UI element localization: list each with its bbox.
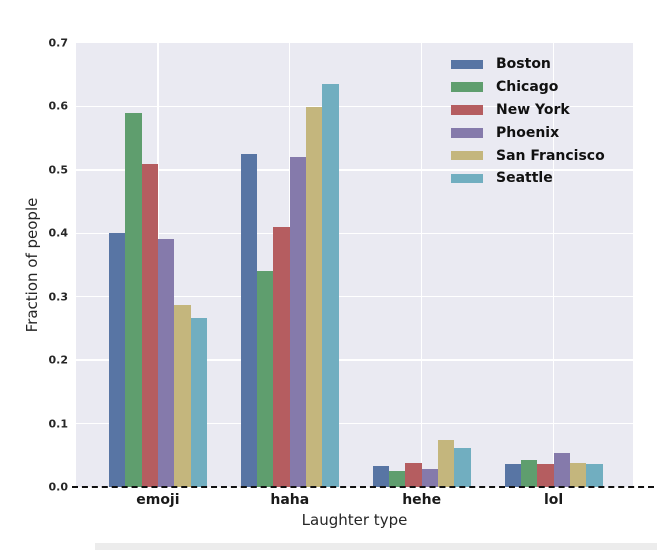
bar-emoji-san-francisco (174, 304, 191, 487)
y-tick-0.7: 0.7 (48, 36, 69, 50)
y-tick-0.4: 0.4 (48, 226, 69, 240)
legend-label-boston: Boston (496, 56, 551, 73)
legend-label-san-francisco: San Francisco (496, 147, 605, 164)
bar-haha-boston (240, 154, 258, 487)
legend-item-chicago: Chicago (451, 76, 605, 99)
x-tick-haha: haha (270, 492, 310, 508)
bar-lol-seattle (586, 463, 603, 487)
bar-haha-phoenix (289, 156, 307, 487)
plot-area (76, 43, 633, 487)
legend-label-new-york: New York (496, 101, 570, 118)
bar-hehe-seattle (454, 448, 471, 487)
bar-emoji-seattle (190, 318, 207, 487)
bottom-strip (95, 543, 657, 550)
bar-lol-new-york (537, 464, 554, 487)
y-tick-0.2: 0.2 (48, 353, 69, 367)
bar-haha-san-francisco (306, 107, 323, 487)
gridline-horizontal-0.4 (76, 232, 633, 234)
legend-swatch-seattle (451, 173, 483, 184)
y-tick-0.3: 0.3 (48, 290, 69, 304)
gridline-horizontal-0.5 (76, 169, 633, 171)
bar-haha-seattle (322, 84, 339, 487)
bar-emoji-boston (108, 232, 126, 487)
x-tick-hehe: hehe (402, 492, 442, 508)
x-axis-label: Laughter type (301, 511, 408, 529)
legend-swatch-phoenix (451, 128, 483, 138)
legend-label-chicago: Chicago (496, 79, 559, 96)
y-tick-0.5: 0.5 (48, 163, 69, 177)
legend-swatch-new-york (451, 105, 483, 115)
bar-emoji-chicago (125, 113, 142, 487)
bar-emoji-new-york (141, 163, 158, 487)
bar-hehe-boston (372, 466, 390, 487)
bar-haha-chicago (257, 271, 274, 487)
gridline-vertical-hehe (421, 43, 423, 487)
bar-hehe-chicago (389, 470, 406, 487)
bar-lol-boston (504, 463, 521, 487)
bar-lol-chicago (520, 460, 538, 487)
legend-swatch-chicago (451, 82, 483, 92)
legend-swatch-san-francisco (451, 150, 483, 161)
x-tick-lol: lol (543, 492, 564, 508)
gridline-horizontal-0.1 (76, 422, 633, 425)
legend-item-san-francisco: San Francisco (451, 144, 605, 167)
legend-item-boston: Boston (451, 53, 605, 76)
legend-label-seattle: Seattle (496, 170, 553, 187)
legend-item-seattle: Seattle (451, 167, 605, 190)
gridline-horizontal-0.3 (76, 296, 633, 298)
x-tick-emoji: emoji (136, 492, 180, 508)
gridline-vertical-lol (552, 43, 555, 487)
y-tick-0.6: 0.6 (48, 99, 69, 113)
legend: Boston Chicago New York Phoenix San Francisc… (451, 53, 605, 190)
legend-label-phoenix: Phoenix (496, 124, 560, 141)
legend-item-phoenix: Phoenix (451, 121, 605, 144)
bar-hehe-san-francisco (438, 440, 455, 487)
legend-item-new-york: New York (451, 99, 605, 122)
bar-lol-san-francisco (569, 462, 587, 487)
bar-lol-phoenix (553, 452, 570, 487)
legend-swatch-boston (451, 59, 483, 70)
bar-haha-new-york (273, 226, 290, 487)
y-tick-0.1: 0.1 (48, 417, 69, 431)
zero-baseline (72, 486, 654, 488)
bar-hehe-new-york (405, 462, 422, 487)
bar-emoji-phoenix (157, 239, 175, 487)
gridline-horizontal-0.2 (76, 359, 633, 361)
bar-hehe-phoenix (421, 468, 439, 487)
y-axis-label: Fraction of people (23, 197, 41, 333)
gridline-horizontal-0.6 (76, 105, 633, 108)
y-tick-0.0: 0.0 (48, 480, 69, 494)
